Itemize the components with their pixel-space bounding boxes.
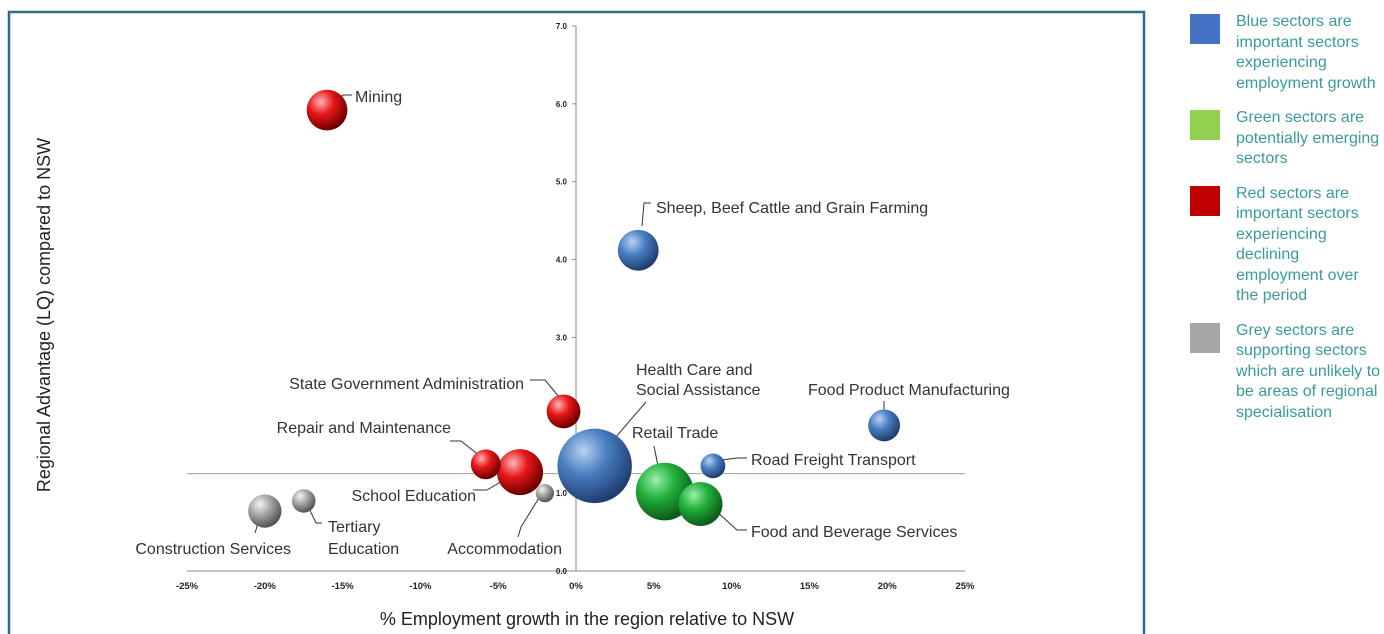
point-label: Health Care and Social Assistance: [636, 362, 761, 399]
legend-swatch: [1190, 185, 1220, 216]
y-tick-label: 6.0: [556, 100, 568, 109]
leader-line: [517, 492, 543, 538]
x-tick-label: -15%: [332, 581, 355, 592]
x-tick-label: -25%: [176, 581, 199, 592]
bubble-point: [546, 394, 581, 429]
legend-swatch: [1190, 14, 1220, 44]
point-label: Sheep, Beef Cattle and Grain Farming: [656, 200, 928, 217]
x-tick-label: -5%: [490, 581, 507, 592]
bubble-layer: [248, 89, 901, 528]
point-label: Road Freight Transport: [751, 452, 916, 469]
x-axis-title: % Employment growth in the region relati…: [380, 609, 794, 629]
bubble-point: [306, 89, 348, 131]
x-tick-label: 15%: [800, 581, 820, 592]
y-axis-title: Regional Advantage (LQ) compared to NSW: [34, 138, 54, 492]
point-label: State Government Administration: [289, 376, 524, 393]
legend-swatch: [1190, 322, 1220, 353]
legend: Blue sectors are important sectors exper…: [1186, 12, 1382, 437]
y-tick-label: 3.0: [556, 333, 568, 342]
point-label: Food Product Manufacturing: [808, 382, 1010, 399]
legend-item: Green sectors are potentially emerging s…: [1186, 108, 1382, 170]
legend-item: Grey sectors are supporting sectors whic…: [1186, 321, 1382, 424]
point-label: Mining: [355, 89, 402, 106]
tick-layer: -25% -20% -15% -10% -5% 0% 5% 10% 15% 20% 25% 0.0 1.…: [176, 22, 975, 592]
point-label: Construction Services: [135, 541, 291, 558]
label-layer: Mining Sheep, Beef Cattle and Grain Farmi…: [135, 89, 1010, 558]
bubble-point: [557, 428, 632, 504]
point-label: Retail Trade: [632, 425, 718, 442]
x-tick-label: 20%: [878, 581, 898, 592]
bubble-point: [535, 484, 555, 503]
y-tick-label: 1.0: [556, 489, 568, 498]
legend-text: Blue sectors are important sectors exper…: [1236, 13, 1376, 92]
leader-line: [450, 440, 481, 457]
point-label: School Education: [351, 488, 476, 505]
point-label: Food and Beverage Services: [751, 524, 957, 541]
x-tick-label: 5%: [647, 581, 661, 592]
bubble-point: [470, 449, 501, 480]
x-tick-label: -10%: [409, 581, 432, 592]
y-tick-label: 7.0: [556, 22, 568, 31]
leader-line: [641, 202, 651, 227]
plot-frame: [7, 10, 1146, 634]
bubble-point: [248, 494, 282, 528]
y-tick-label: 5.0: [556, 178, 568, 187]
x-tick-label: -20%: [254, 581, 277, 592]
bubble-point: [496, 449, 544, 496]
legend-item: Red sectors are important sectors experi…: [1186, 184, 1382, 307]
bubble-point: [617, 229, 659, 271]
legend-swatch: [1190, 110, 1220, 140]
y-tick-label: 0.0: [556, 567, 568, 576]
bubble-point: [700, 453, 726, 479]
x-tick-label: 25%: [955, 581, 975, 592]
point-label: Tertiary Education: [328, 519, 399, 558]
bubble-point: [678, 482, 723, 527]
legend-text: Red sectors are important sectors experi…: [1236, 184, 1359, 305]
y-tick-label: 4.0: [556, 256, 568, 265]
point-label: Repair and Maintenance: [277, 420, 451, 437]
legend-item: Blue sectors are important sectors exper…: [1186, 12, 1382, 94]
bubble-point: [868, 409, 901, 442]
point-label: Accommodation: [447, 541, 562, 558]
x-tick-label: 10%: [722, 581, 742, 592]
bubble-point: [291, 489, 316, 513]
legend-text: Green sectors are potentially emerging s…: [1236, 109, 1380, 167]
legend-text: Grey sectors are supporting sectors whic…: [1236, 321, 1381, 421]
x-tick-label: 0%: [569, 581, 583, 592]
leader-line: [530, 379, 561, 399]
